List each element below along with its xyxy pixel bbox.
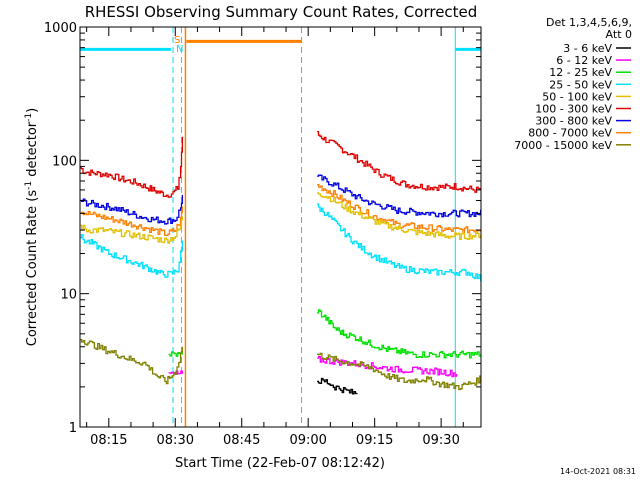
y-tick-label: 1000 — [44, 21, 77, 36]
legend-label: 800 - 7000 keV — [528, 127, 612, 140]
guide-lines — [172, 27, 456, 427]
series-line — [317, 377, 358, 395]
x-tick-label: 09:00 — [289, 433, 326, 448]
plot-frame — [79, 26, 482, 428]
series-line — [317, 355, 458, 378]
series-line — [80, 136, 184, 198]
series-line — [317, 309, 481, 359]
series-line — [168, 370, 184, 375]
series-line — [317, 130, 481, 193]
x-tick-label: 09:30 — [422, 433, 459, 448]
flags-layer — [80, 39, 481, 51]
series-line — [80, 216, 184, 244]
legend-label: 7000 - 15000 keV — [514, 139, 612, 152]
x-tick-label: 08:45 — [223, 433, 260, 448]
series-line — [317, 352, 481, 391]
x-tick-label: 08:30 — [157, 433, 194, 448]
x-tick-label: 08:15 — [90, 433, 127, 448]
series-line — [317, 184, 481, 234]
series-line — [80, 338, 184, 385]
y-axis-label: Corrected Count Rate (s-1 detector-1) — [24, 108, 40, 346]
legend-label: 300 - 800 keV — [535, 115, 612, 128]
flag-label-n: N — [176, 44, 183, 55]
x-axis-label: Start Time (22-Feb-07 08:12:42) — [175, 456, 385, 471]
legend-label: 50 - 100 keV — [542, 90, 612, 103]
y-tick-label: 10 — [60, 288, 77, 303]
legend-label: 100 - 300 keV — [535, 103, 612, 116]
y-tick-label: 1 — [69, 421, 77, 436]
series-line — [80, 206, 184, 237]
y-tick-label: 100 — [52, 154, 77, 169]
x-axis: 08:15 08:30 08:45 09:00 09:15 09:30 — [86, 27, 464, 448]
series-line — [317, 203, 481, 282]
series-layer — [80, 130, 481, 395]
footer-date: 14-Oct-2021 08:31 — [560, 467, 636, 476]
legend-label: 25 - 50 keV — [549, 78, 612, 91]
legend-label: 3 - 6 keV — [563, 42, 612, 55]
legend-header-line1: Det 1,3,4,5,6,9, — [546, 16, 632, 29]
legend-label: 6 - 12 keV — [556, 54, 612, 67]
x-tick-label: 09:15 — [356, 433, 393, 448]
y-axis: 1 10 100 1000 — [44, 21, 481, 436]
series-line — [317, 192, 481, 241]
series-line — [80, 195, 184, 225]
legend-label: 12 - 25 keV — [549, 66, 612, 79]
flag-label-s: S — [174, 35, 180, 46]
chart-title: RHESSI Observing Summary Count Rates, Co… — [85, 3, 478, 21]
series-line — [317, 174, 481, 218]
series-line — [80, 233, 184, 278]
legend-header-line2: Att 0 — [606, 28, 632, 41]
